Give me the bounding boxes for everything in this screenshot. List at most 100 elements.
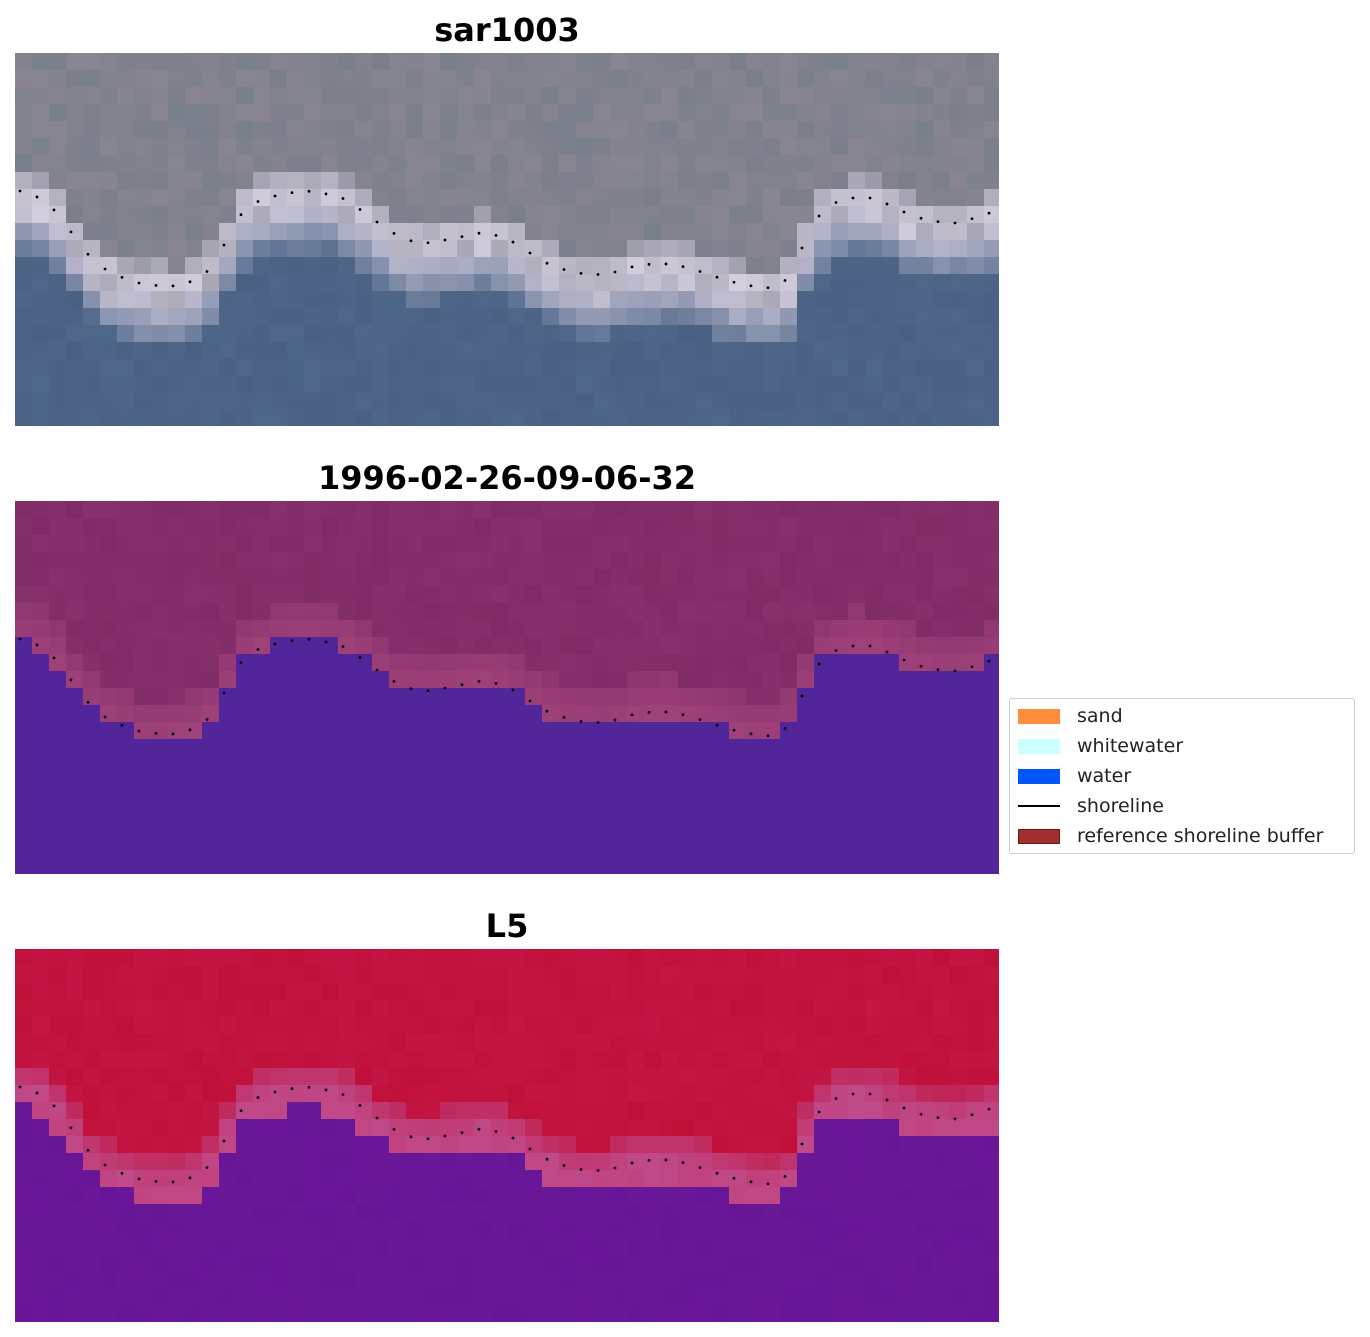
index-image — [15, 949, 999, 1322]
shoreline-point — [528, 699, 532, 703]
shoreline-point — [120, 1171, 124, 1175]
shoreline-dots — [18, 1085, 991, 1186]
shoreline-point — [885, 650, 889, 654]
shoreline-point — [426, 1137, 430, 1141]
shoreline-point — [953, 221, 957, 225]
shoreline-point — [647, 710, 651, 714]
legend-label: sand — [1077, 705, 1123, 727]
shoreline-point — [409, 1135, 413, 1139]
shoreline-point — [919, 1112, 923, 1116]
shoreline-point — [596, 273, 600, 276]
shoreline-point — [715, 1171, 719, 1175]
shoreline-point — [392, 232, 396, 235]
shoreline-point — [120, 275, 124, 279]
shoreline-point — [562, 716, 566, 719]
shoreline-point — [273, 642, 277, 646]
shoreline-point — [103, 715, 107, 719]
shoreline-point — [239, 661, 243, 665]
shoreline-point — [783, 727, 787, 730]
shoreline-point — [664, 710, 668, 714]
shoreline-point — [868, 1092, 872, 1096]
shoreline-point — [494, 234, 498, 237]
legend-item-sand: sand — [1018, 705, 1123, 727]
shoreline-point — [358, 208, 362, 211]
shoreline-line-sample — [1018, 805, 1060, 807]
legend: sand whitewater water shoreline referenc… — [1009, 698, 1355, 854]
shoreline-point — [851, 644, 855, 648]
shoreline-point — [273, 1090, 277, 1094]
shoreline-point — [613, 718, 617, 722]
shoreline-point — [477, 679, 481, 683]
panel-title-index: L5 — [485, 907, 529, 945]
shoreline-point — [630, 265, 634, 269]
shoreline-point — [749, 1180, 753, 1184]
legend-item-reference-buffer: reference shoreline buffer — [1018, 825, 1323, 847]
panel-title-rgb: sar1003 — [434, 11, 580, 49]
shoreline-point — [290, 191, 294, 195]
shoreline-point — [103, 267, 107, 271]
shoreline-point — [732, 1176, 736, 1180]
shoreline-point — [324, 192, 328, 196]
shoreline-point — [630, 713, 634, 717]
sand-swatch — [1018, 708, 1060, 724]
water-swatch — [1018, 768, 1060, 784]
shoreline-point — [647, 1158, 651, 1162]
shoreline-point — [494, 682, 498, 685]
shoreline-point — [86, 252, 90, 256]
legend-item-whitewater: whitewater — [1018, 735, 1183, 757]
panel-title-classified: 1996-02-26-09-06-32 — [317, 459, 697, 497]
shoreline-point — [18, 1085, 22, 1089]
shoreline-point — [239, 213, 243, 217]
legend-label: water — [1077, 765, 1132, 787]
shoreline-point — [222, 691, 226, 695]
shoreline-point — [222, 1139, 226, 1143]
shoreline-point — [681, 713, 685, 717]
shoreline-point — [52, 656, 56, 660]
shoreline-point — [443, 686, 447, 690]
shoreline-point — [834, 649, 838, 652]
shoreline-point — [154, 1179, 158, 1183]
shoreline-point — [936, 668, 940, 672]
shoreline-point — [783, 279, 787, 282]
shoreline-point — [188, 1176, 192, 1180]
shoreline-point — [86, 700, 90, 704]
legend-label: reference shoreline buffer — [1077, 825, 1324, 847]
shoreline-point — [919, 664, 923, 668]
shoreline-point — [596, 721, 600, 724]
shoreline-point — [460, 235, 464, 239]
shoreline-point — [783, 1175, 787, 1178]
shoreline-point — [307, 1085, 311, 1089]
shoreline-point — [698, 270, 702, 273]
shoreline-point — [171, 1180, 175, 1184]
shoreline-point — [664, 262, 668, 266]
legend-item-water: water — [1018, 765, 1131, 787]
shoreline-point — [766, 734, 770, 738]
shoreline-point — [732, 280, 736, 284]
shoreline-point — [715, 275, 719, 279]
shoreline-point — [273, 194, 277, 198]
legend-item-shoreline: shoreline — [1018, 795, 1164, 817]
shoreline-point — [851, 196, 855, 200]
shoreline-point — [120, 723, 124, 727]
shoreline-point — [256, 200, 260, 203]
reference-buffer-swatch — [1018, 828, 1060, 844]
shoreline-point — [868, 196, 872, 200]
shoreline-point — [851, 1092, 855, 1096]
pixel-grid — [15, 949, 999, 1322]
shoreline-point — [375, 668, 379, 672]
shoreline-point — [477, 1127, 481, 1131]
shoreline-point — [732, 728, 736, 732]
shoreline-point — [749, 732, 753, 736]
shoreline-point — [290, 639, 294, 642]
shoreline-dots — [18, 189, 991, 290]
shoreline-point — [596, 1169, 600, 1172]
shoreline-point — [987, 211, 991, 215]
shoreline-point — [766, 1182, 770, 1186]
shoreline-point — [188, 280, 192, 284]
shoreline-point — [35, 643, 39, 647]
legend-label: whitewater — [1077, 735, 1184, 757]
shoreline-point — [868, 644, 872, 648]
shoreline-point — [766, 286, 770, 290]
shoreline-point — [307, 189, 311, 193]
shoreline-point — [239, 1109, 243, 1113]
